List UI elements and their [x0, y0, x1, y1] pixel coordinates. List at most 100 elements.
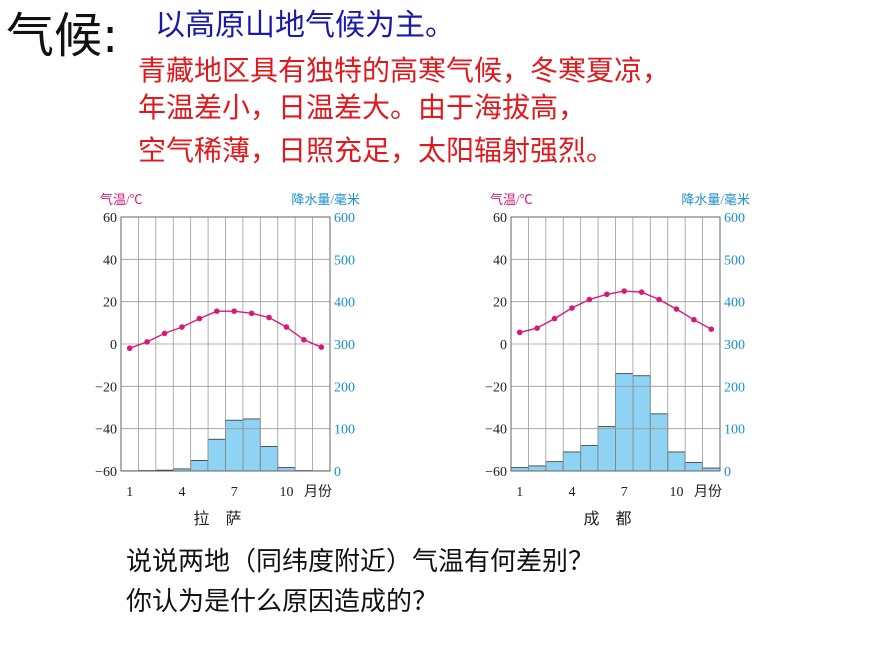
precipitation-bar: [667, 451, 686, 472]
temperature-point: [516, 329, 523, 336]
precipitation-bar: [632, 375, 651, 472]
chart-title: 成 都: [583, 510, 631, 528]
left-axis-tick-label: 20: [493, 296, 507, 311]
precipitation-bar: [562, 451, 582, 472]
grid: [121, 217, 330, 471]
temperature-point: [534, 325, 540, 331]
left-axis-tick-label: −40: [95, 423, 117, 438]
left-axis-tick-label: −40: [485, 423, 507, 438]
left-axis-tick-label: 0: [110, 338, 117, 353]
left-axis-tick-label: −20: [485, 380, 507, 395]
precipitation-bar: [545, 461, 564, 472]
temperature-point: [248, 310, 255, 317]
left-axis-tick-label: 0: [500, 338, 507, 353]
right-axis-tick-label: 600: [724, 211, 745, 226]
temperature-point: [621, 288, 628, 294]
right-axis-tick-label: 0: [724, 465, 731, 480]
precipitation-bar: [510, 467, 529, 472]
chart-title: 拉 萨: [193, 510, 241, 528]
temperature-point: [213, 308, 220, 314]
temperature-point: [708, 326, 715, 332]
temperature-point: [638, 289, 645, 295]
temperature-point: [551, 315, 558, 322]
temperature-point: [301, 336, 307, 343]
temperature-point: [673, 306, 680, 312]
precipitation-bar: [684, 462, 703, 472]
left-axis-tick-label: −60: [485, 465, 507, 480]
left-axis-tick-label: 60: [493, 211, 507, 226]
x-axis-unit-label: 月份: [694, 484, 722, 500]
temperature-point: [231, 308, 238, 314]
right-axis-tick-label: 200: [334, 380, 355, 395]
precipitation-bar: [615, 373, 634, 472]
precipitation-bar: [242, 418, 261, 472]
description-line-2: 年温差小，日温差大。由于海拔高，: [138, 91, 587, 124]
temperature-line: [519, 290, 712, 334]
subtitle-plateau-climate: 以高原山地气候为主。: [155, 8, 455, 43]
precipitation-bar: [277, 467, 296, 472]
precipitation-bar: [207, 438, 226, 472]
temperature-point: [266, 314, 272, 321]
temperature-point: [603, 291, 610, 298]
temperature-point: [691, 316, 697, 323]
precipitation-bar: [259, 446, 279, 472]
question-line-2: 你认为是什么原因造成的？: [126, 587, 439, 617]
grid: [511, 217, 720, 471]
precipitation-bar: [190, 460, 209, 472]
temperature-point: [161, 330, 168, 337]
x-axis-tick-label: 7: [231, 485, 238, 500]
description-line-1: 青藏地区具有独特的高寒气候，冬寒夏凉，: [138, 54, 671, 87]
right-axis-tick-label: 300: [334, 338, 355, 353]
x-axis-unit-label: 月份: [304, 484, 332, 500]
right-axis-tick-label: 400: [724, 296, 745, 311]
right-axis-tick-label: 400: [334, 296, 355, 311]
left-axis-tick-label: 40: [103, 253, 117, 268]
question-line-1: 说说两地（同纬度附近）气温有何差别？: [126, 547, 595, 577]
right-axis-tick-label: 300: [724, 338, 745, 353]
left-axis-label: 气温/℃: [490, 192, 533, 207]
right-axis-tick-label: 200: [724, 380, 745, 395]
precipitation-bar: [649, 413, 669, 472]
precipitation-bar: [597, 426, 616, 472]
temperature-point: [318, 344, 325, 350]
x-axis-tick-label: 10: [669, 485, 683, 500]
left-axis-tick-label: −60: [95, 465, 117, 480]
temperature-point: [179, 324, 185, 330]
right-axis-tick-label: 500: [334, 253, 355, 268]
right-axis-tick-label: 100: [334, 423, 355, 438]
temperature-line: [129, 310, 322, 349]
plot-frame: [510, 216, 721, 472]
x-axis-tick-label: 1: [126, 485, 133, 500]
right-axis-tick-label: 600: [334, 211, 355, 226]
temperature-point: [656, 296, 662, 303]
x-axis-tick-label: 1: [516, 485, 523, 500]
right-axis-label: 降水量/毫米: [681, 192, 750, 207]
right-axis-tick-label: 0: [334, 465, 341, 480]
temperature-point: [283, 324, 290, 330]
left-axis-tick-label: −20: [95, 380, 117, 395]
precipitation-bar: [225, 419, 244, 472]
temperature-point: [196, 315, 203, 322]
x-axis-tick-label: 4: [178, 485, 185, 500]
description-line-3: 空气稀薄，日照充足，太阳辐射强烈。: [138, 134, 615, 167]
precipitation-bar: [528, 465, 547, 472]
plot-frame: [120, 216, 331, 472]
x-axis-tick-label: 10: [279, 485, 293, 500]
left-axis-tick-label: 40: [493, 253, 507, 268]
right-axis-tick-label: 500: [724, 253, 745, 268]
temperature-point: [144, 339, 150, 345]
temperature-point: [126, 345, 133, 352]
x-axis-tick-label: 4: [568, 485, 575, 500]
x-axis-tick-label: 7: [621, 485, 628, 500]
precipitation-bar: [580, 445, 599, 472]
heading-climate: 气候:: [6, 8, 119, 64]
temperature-point: [586, 296, 593, 303]
right-axis-tick-label: 100: [724, 423, 745, 438]
temperature-point: [569, 305, 575, 311]
left-axis-tick-label: 60: [103, 211, 117, 226]
left-axis-tick-label: 20: [103, 296, 117, 311]
left-axis-label: 气温/℃: [100, 192, 143, 207]
right-axis-label: 降水量/毫米: [291, 192, 360, 207]
